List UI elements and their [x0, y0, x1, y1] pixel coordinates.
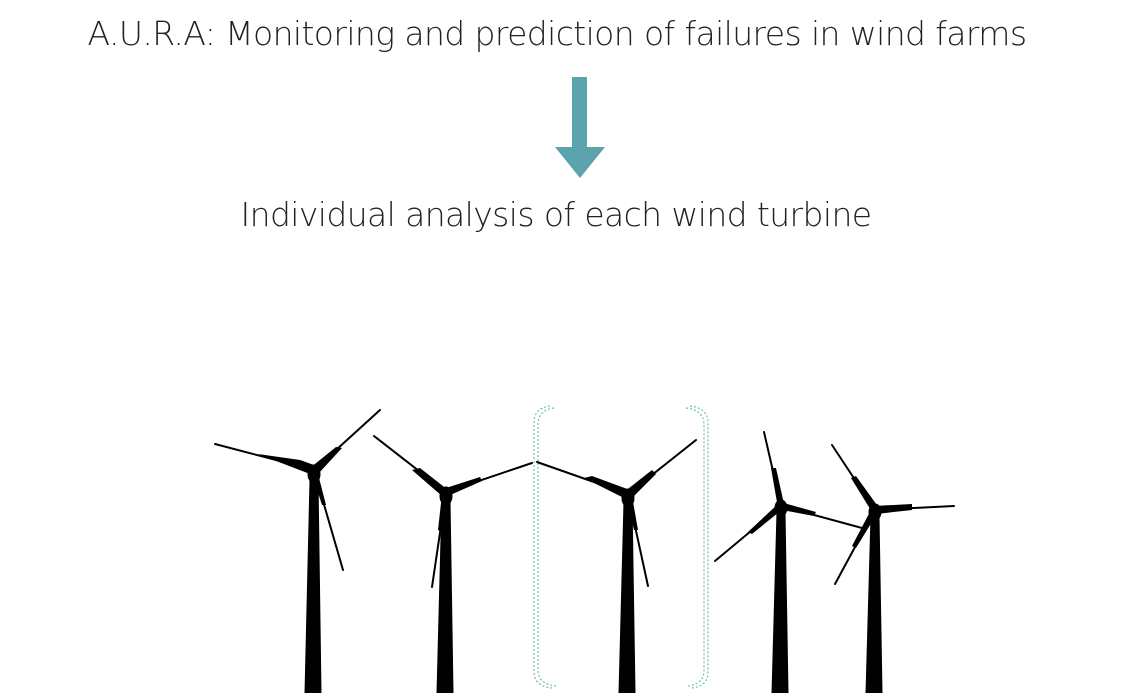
diagram-subtitle: Individual analysis of each wind turbine [240, 195, 873, 234]
highlight-bracket [533, 405, 709, 689]
wind-turbine-3 [536, 439, 697, 693]
wind-turbine-2 [373, 435, 533, 693]
wind-turbine-5 [831, 444, 955, 693]
diagram-title: A.U.R.A: Monitoring and prediction of fa… [87, 14, 1027, 53]
wind-turbine-4 [714, 431, 863, 693]
wind-turbine-1 [214, 409, 381, 693]
